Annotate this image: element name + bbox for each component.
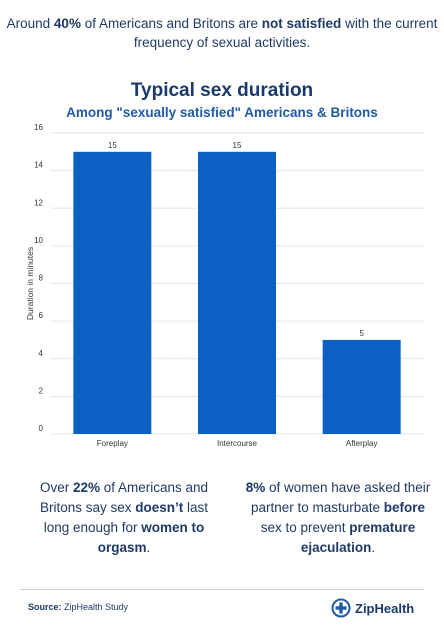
- data-label: 15: [233, 141, 242, 150]
- fact-highlight: 8%: [245, 480, 266, 495]
- y-tick-label: 6: [39, 311, 44, 320]
- bar: [322, 339, 401, 434]
- fact-highlight: women to orgasm: [97, 520, 205, 555]
- footer-divider: [20, 589, 424, 590]
- plus-circle-icon: [331, 598, 351, 618]
- category-labels: Foreplay Intercourse Afterplay: [97, 439, 378, 448]
- fact-highlight: 22%: [72, 480, 100, 495]
- y-tick-label: 16: [34, 123, 43, 132]
- fact-text-part: sex to prevent: [260, 520, 350, 535]
- y-tick-label: 2: [39, 386, 44, 395]
- fact-highlight: before: [383, 500, 426, 515]
- fact-highlight: premature ejaculation: [300, 520, 416, 555]
- category-label: Foreplay: [97, 439, 128, 448]
- fact-text-part: .: [146, 540, 151, 555]
- y-tick-label: 10: [34, 236, 43, 245]
- y-tick-label: 12: [34, 198, 43, 207]
- fact-text-part: of Americans and Britons say sex: [39, 480, 209, 515]
- ziphealth-logo: ZipHealth: [331, 597, 414, 619]
- intro-highlight: 40%: [53, 16, 81, 31]
- fact-text-part: of women have asked their partner to mas…: [250, 480, 431, 515]
- intro-text-part: with the current frequency of sexual act…: [133, 16, 438, 50]
- source-text: ZipHealth Study: [61, 602, 129, 612]
- bar: [73, 151, 152, 434]
- intro-text-part: Around: [6, 16, 54, 31]
- chart-subtitle: Among "sexually satisfied" Americans & B…: [66, 105, 378, 120]
- data-labels: 15 15 5: [108, 141, 365, 338]
- y-tick-labels: 0 2 4 6 8 10 12 14 16: [34, 123, 43, 433]
- fact-women-orgasm: Over 22% of Americans and Britons say se…: [30, 478, 218, 558]
- data-label: 5: [359, 329, 364, 338]
- y-tick-label: 4: [39, 349, 44, 358]
- y-tick-label: 0: [39, 424, 44, 433]
- source-label: Source:: [28, 602, 62, 612]
- y-tick-label: 8: [39, 274, 44, 283]
- fact-premature-ejaculation: 8% of women have asked their partner to …: [244, 478, 432, 558]
- bar: [198, 151, 276, 434]
- fact-highlight: doesn’t: [135, 500, 184, 515]
- category-label: Intercourse: [217, 439, 258, 448]
- logo-text: ZipHealth: [355, 600, 415, 616]
- bars: [73, 151, 401, 434]
- fact-text-part: last long enough for: [43, 500, 209, 535]
- fact-text-part: Over: [39, 480, 73, 495]
- source-note: Source: ZipHealth Study: [28, 602, 128, 612]
- fact-text-part: .: [371, 540, 376, 555]
- bar-chart: 0 2 4 6 8 10 12 14 16 15 15 5 Foreplay Intercourse A…: [25, 123, 424, 448]
- category-label: Afterplay: [346, 439, 378, 448]
- intro-highlight: not satisfied: [261, 16, 342, 31]
- intro-text: Around 40% of Americans and Britons are …: [0, 14, 444, 52]
- chart-title: Typical sex duration: [130, 80, 314, 101]
- y-tick-label: 14: [34, 161, 43, 170]
- data-label: 15: [108, 141, 117, 150]
- y-axis-label: Duration in minutes: [25, 247, 35, 320]
- intro-text-part: of Americans and Britons are: [80, 16, 262, 31]
